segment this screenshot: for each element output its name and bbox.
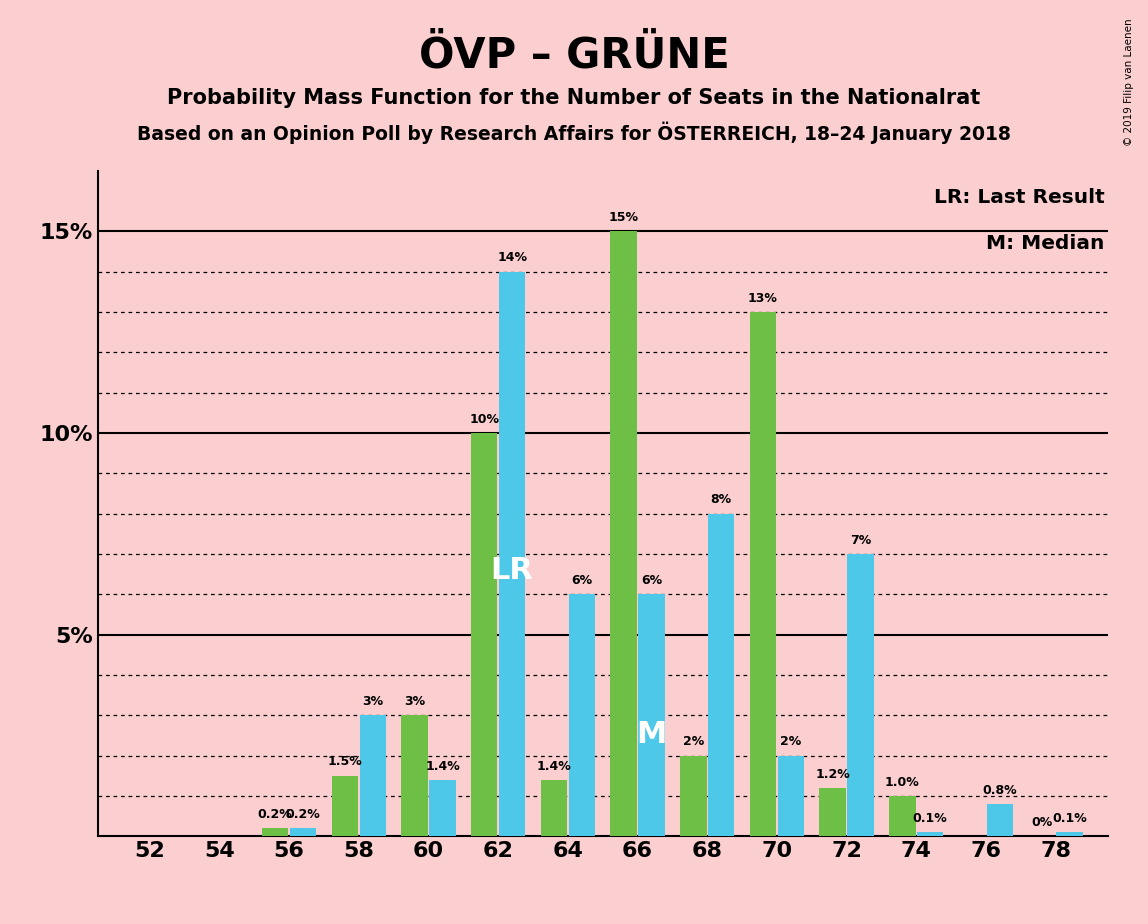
Text: ÖVP – GRÜNE: ÖVP – GRÜNE [419,34,729,76]
Bar [429,780,456,836]
Bar [638,594,665,836]
Text: 2%: 2% [683,736,704,748]
Bar [986,804,1013,836]
Text: 1.5%: 1.5% [327,756,363,769]
Bar [708,514,735,836]
Bar [777,756,804,836]
Text: 0.2%: 0.2% [286,808,320,821]
Bar [290,828,317,836]
Text: 1.4%: 1.4% [536,760,572,772]
Text: 15%: 15% [608,212,638,225]
Text: © 2019 Filip van Laenen: © 2019 Filip van Laenen [1124,18,1134,146]
Text: 3%: 3% [404,695,425,708]
Bar [471,433,497,836]
Text: 2%: 2% [781,736,801,748]
Bar [847,554,874,836]
Bar [499,272,526,836]
Bar [359,715,386,836]
Bar [1056,833,1083,836]
Text: 1.0%: 1.0% [885,775,920,789]
Text: 14%: 14% [497,251,527,264]
Text: LR: LR [490,556,534,586]
Text: 7%: 7% [850,534,871,547]
Bar [889,796,915,836]
Bar [568,594,595,836]
Bar [917,833,944,836]
Text: 0%: 0% [1031,816,1053,829]
Bar [262,828,288,836]
Text: 0.1%: 0.1% [913,812,947,825]
Text: 8%: 8% [711,493,731,506]
Text: M: Median: M: Median [986,234,1104,253]
Text: Probability Mass Function for the Number of Seats in the Nationalrat: Probability Mass Function for the Number… [168,88,980,108]
Bar [402,715,428,836]
Text: 1.4%: 1.4% [425,760,460,772]
Bar [541,780,567,836]
Text: 0.8%: 0.8% [983,784,1017,796]
Bar [680,756,706,836]
Text: 0.1%: 0.1% [1052,812,1087,825]
Bar [332,776,358,836]
Text: Based on an Opinion Poll by Research Affairs for ÖSTERREICH, 18–24 January 2018: Based on an Opinion Poll by Research Aff… [137,122,1011,144]
Text: 6%: 6% [641,574,662,587]
Text: LR: Last Result: LR: Last Result [934,188,1104,207]
Text: M: M [636,720,667,749]
Bar [611,231,637,836]
Text: 13%: 13% [748,292,778,305]
Text: 3%: 3% [363,695,383,708]
Text: 1.2%: 1.2% [815,768,850,781]
Text: 10%: 10% [470,413,499,426]
Bar [820,788,846,836]
Bar [750,312,776,836]
Text: 0.2%: 0.2% [258,808,293,821]
Text: 6%: 6% [572,574,592,587]
